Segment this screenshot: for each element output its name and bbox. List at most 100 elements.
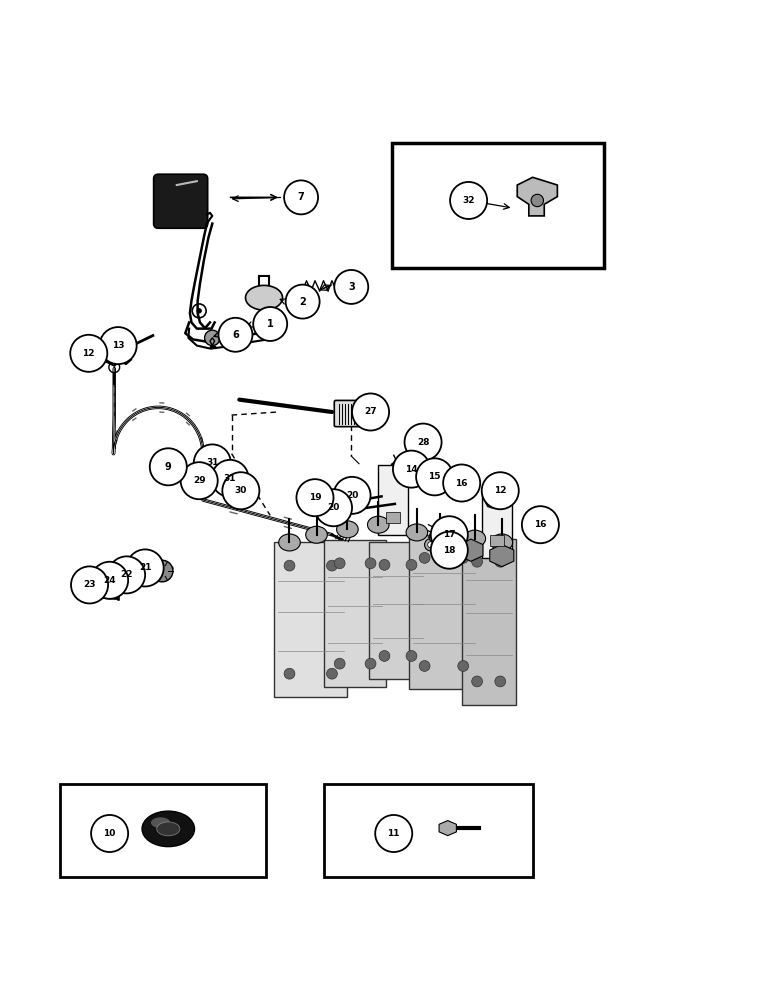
Text: 7: 7: [298, 192, 304, 202]
Circle shape: [522, 506, 559, 543]
Text: 20: 20: [346, 491, 358, 500]
Circle shape: [431, 532, 468, 569]
Text: 9: 9: [165, 462, 171, 472]
Bar: [392, 143, 604, 268]
Text: 16: 16: [455, 479, 468, 488]
Circle shape: [71, 566, 108, 603]
Polygon shape: [439, 821, 456, 836]
Ellipse shape: [464, 530, 486, 547]
Ellipse shape: [142, 811, 195, 847]
Ellipse shape: [491, 534, 513, 551]
Text: 31: 31: [224, 474, 236, 483]
Bar: [409, 535, 479, 689]
Circle shape: [284, 668, 295, 679]
Circle shape: [286, 285, 320, 319]
Text: 21: 21: [139, 563, 151, 572]
Text: 6: 6: [232, 330, 239, 340]
Polygon shape: [517, 177, 557, 216]
Text: 12: 12: [494, 486, 506, 495]
Text: 18: 18: [443, 546, 455, 555]
Circle shape: [375, 815, 412, 852]
Circle shape: [405, 424, 442, 461]
Text: 13: 13: [112, 341, 124, 350]
Circle shape: [495, 556, 506, 567]
Circle shape: [91, 815, 128, 852]
Text: 11: 11: [388, 829, 400, 838]
Circle shape: [472, 556, 482, 567]
Bar: [324, 540, 386, 687]
Text: 10: 10: [103, 829, 116, 838]
Circle shape: [334, 658, 345, 669]
Circle shape: [352, 393, 389, 431]
Circle shape: [253, 307, 287, 341]
Polygon shape: [459, 539, 483, 561]
Circle shape: [428, 542, 434, 548]
Ellipse shape: [406, 524, 428, 541]
Circle shape: [218, 318, 252, 352]
Ellipse shape: [306, 526, 327, 543]
Circle shape: [327, 560, 337, 571]
Circle shape: [91, 562, 128, 599]
Bar: [462, 539, 516, 705]
Text: 30: 30: [235, 486, 247, 495]
Circle shape: [197, 309, 201, 313]
Circle shape: [205, 330, 220, 346]
Text: 15: 15: [428, 472, 441, 481]
Ellipse shape: [325, 494, 336, 502]
Bar: [274, 542, 347, 697]
Circle shape: [406, 559, 417, 570]
Text: 12: 12: [83, 349, 95, 358]
Ellipse shape: [338, 499, 349, 507]
Circle shape: [100, 327, 137, 364]
Circle shape: [365, 658, 376, 669]
Circle shape: [406, 651, 417, 661]
Bar: [490, 535, 504, 546]
Circle shape: [416, 458, 453, 495]
Circle shape: [150, 448, 187, 485]
Ellipse shape: [157, 822, 180, 836]
Circle shape: [315, 489, 352, 526]
Circle shape: [334, 558, 345, 569]
Circle shape: [284, 180, 318, 214]
Bar: [378, 465, 408, 535]
Circle shape: [379, 651, 390, 661]
Circle shape: [393, 451, 430, 488]
Text: 1: 1: [267, 319, 273, 329]
Circle shape: [365, 558, 376, 569]
Bar: [324, 784, 533, 877]
Circle shape: [450, 182, 487, 219]
Circle shape: [443, 464, 480, 502]
Circle shape: [70, 335, 107, 372]
Text: 23: 23: [83, 580, 96, 589]
Text: 14: 14: [405, 465, 418, 474]
Text: 16: 16: [534, 520, 547, 529]
Circle shape: [284, 560, 295, 571]
Text: 24: 24: [103, 576, 116, 585]
Circle shape: [379, 559, 390, 570]
Text: 27: 27: [364, 407, 377, 416]
Ellipse shape: [367, 516, 389, 533]
Text: 17: 17: [443, 530, 455, 539]
FancyBboxPatch shape: [154, 174, 208, 228]
Circle shape: [425, 539, 437, 551]
Circle shape: [419, 552, 430, 563]
FancyBboxPatch shape: [334, 400, 368, 427]
Circle shape: [108, 556, 145, 593]
Circle shape: [531, 194, 543, 207]
Text: 2: 2: [300, 297, 306, 307]
Text: 22: 22: [120, 570, 133, 579]
Circle shape: [431, 516, 468, 553]
Bar: [60, 784, 266, 877]
Circle shape: [296, 479, 334, 516]
Circle shape: [334, 270, 368, 304]
Circle shape: [458, 661, 469, 671]
Text: 31: 31: [206, 458, 218, 467]
Text: 29: 29: [193, 476, 205, 485]
Circle shape: [327, 668, 337, 679]
Circle shape: [222, 472, 259, 509]
Ellipse shape: [337, 521, 358, 538]
Ellipse shape: [429, 529, 451, 546]
Text: 28: 28: [417, 438, 429, 447]
Bar: [369, 542, 427, 679]
Circle shape: [334, 477, 371, 514]
